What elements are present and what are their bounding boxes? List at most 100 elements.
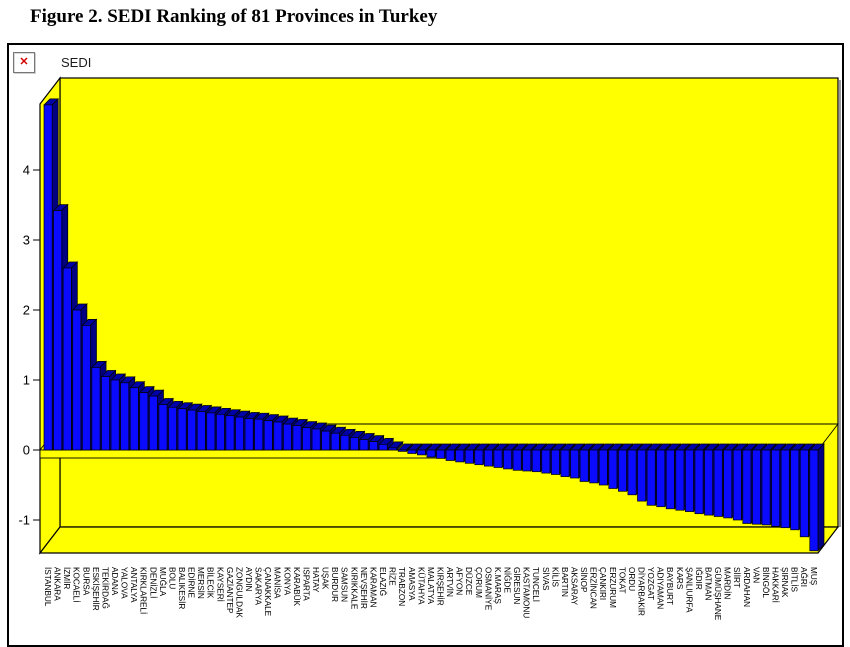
x-axis-category-label: OSMANİYE: [483, 567, 493, 611]
bar-front: [790, 449, 800, 531]
x-axis-category-label: SAKARYA: [254, 567, 263, 605]
bar-front: [206, 412, 216, 451]
x-axis-category-label: KARAMAN: [368, 567, 377, 608]
bar-front: [541, 449, 551, 474]
bar-front: [771, 449, 781, 527]
x-axis-category-label: UŞAK: [321, 567, 330, 590]
bar-front: [282, 423, 292, 451]
bar-front: [101, 376, 110, 451]
bar-front: [474, 449, 484, 466]
x-axis-category-label: ERZİNCAN: [589, 567, 599, 609]
x-axis-category-label: ANKARA: [53, 567, 62, 601]
red-x-glyph: ✕: [19, 56, 29, 68]
x-axis-category-label: SİİRT: [732, 567, 742, 588]
x-axis-category-label: ANTALYA: [129, 567, 138, 603]
x-axis-category-label: RİZE: [388, 567, 398, 586]
bar-front: [723, 449, 733, 519]
x-axis-category-label: HATAY: [311, 567, 320, 593]
y-axis-tick-label: 1: [23, 373, 30, 388]
bar-front: [503, 449, 513, 470]
x-axis-category-label: KIRKLARELİ: [139, 567, 149, 614]
bar-front: [215, 413, 225, 451]
x-axis-category-label: BOLU: [167, 567, 176, 589]
bar-front: [531, 449, 541, 473]
x-axis-category-label: BURSA: [81, 567, 90, 596]
x-axis-category-label: KARS: [675, 567, 684, 590]
bar-front: [43, 104, 53, 451]
x-axis-category-label: BİLECİK: [206, 567, 216, 599]
bar-front: [761, 449, 771, 526]
bar-side: [817, 443, 825, 552]
x-axis-category-label: AFYON: [455, 567, 464, 595]
y-axis-tick-label: 2: [23, 303, 30, 318]
bar-front: [158, 404, 168, 451]
bar-front: [694, 449, 704, 515]
x-axis-category-label: GİRESUN: [512, 567, 522, 604]
bar-front: [340, 434, 350, 451]
x-axis-category-label: KIRIKKALE: [349, 567, 358, 610]
bar-front: [254, 418, 264, 451]
bar-front: [244, 418, 254, 451]
x-axis-category-label: MUĞLA: [158, 567, 168, 597]
bar-front: [139, 392, 149, 451]
x-axis-category-label: KIRŞEHİR: [435, 567, 445, 606]
bar-front: [685, 449, 694, 512]
x-axis-category-label: AYDIN: [244, 567, 253, 592]
bar-front: [129, 387, 139, 451]
x-axis-category-label: ERZURUM: [608, 567, 617, 608]
x-axis-category-label: ÇORUM: [474, 567, 483, 598]
bar-front: [81, 325, 91, 451]
x-axis-category-label: NİĞDE: [502, 567, 512, 593]
x-axis-category-label: BİNGÖL: [761, 567, 771, 598]
y-axis-tick-label: 0: [23, 443, 30, 458]
x-axis-category-label: ELAZIĞ: [378, 567, 388, 596]
y-axis-tick-label: -1: [18, 513, 30, 528]
figure-title: Figure 2. SEDI Ranking of 81 Provinces i…: [30, 6, 438, 27]
bar-front: [713, 449, 723, 517]
bar-front: [359, 439, 369, 451]
bar-front: [742, 449, 752, 524]
bar-front: [627, 449, 637, 496]
x-axis-category-label: İSTANBUL: [43, 567, 53, 607]
bar-front: [617, 449, 627, 492]
x-axis-category-label: İZMİR: [62, 567, 72, 589]
x-axis-category-label: VAN: [751, 567, 760, 583]
x-axis-category-label: ORDU: [627, 567, 636, 591]
x-axis-category-label: IĞDIR: [694, 567, 704, 590]
bar-front: [646, 449, 656, 506]
x-axis-category-label: ESKİŞEHİR: [91, 567, 101, 611]
y-axis-tick-label: 4: [23, 163, 30, 178]
bar-front: [732, 449, 742, 521]
x-axis-category-label: BALIKESİR: [177, 567, 187, 609]
x-axis-category-label: ADANA: [110, 567, 119, 596]
bar-front: [177, 408, 187, 451]
bar-front: [416, 449, 426, 456]
x-axis-category-label: HAKKARİ: [771, 567, 781, 603]
x-axis-category-label: DENİZLİ: [148, 567, 158, 598]
x-axis-category-label: MALATYA: [426, 567, 435, 605]
x-axis-category-label: K.MARAŞ: [493, 567, 502, 604]
bar-front: [483, 449, 493, 467]
x-axis-category-label: KİLİS: [550, 567, 560, 588]
bar-front: [570, 449, 580, 479]
bar-front: [349, 437, 359, 451]
bar-front: [589, 449, 599, 484]
bar-front: [388, 447, 398, 451]
x-axis-category-label: ÇANAKKALE: [263, 567, 272, 617]
x-axis-category-label: BARTIN: [560, 567, 569, 597]
bar-front: [436, 449, 446, 459]
x-axis-category-label: KOCAELİ: [72, 567, 82, 603]
bar-front: [53, 210, 63, 451]
x-axis-category-label: MARDİN: [723, 567, 733, 599]
x-axis-category-label: AKSARAY: [569, 567, 578, 606]
bar-front: [407, 449, 417, 454]
bar-front: [637, 449, 647, 502]
bar-front: [799, 449, 809, 538]
x-axis-category-label: EDİRNE: [187, 567, 197, 598]
bar-front: [311, 428, 321, 451]
bar-front: [608, 449, 618, 489]
bar-front: [225, 415, 235, 451]
x-axis-category-label: ISPARTA: [301, 567, 310, 601]
plot-floor: [38, 526, 840, 554]
bar-front: [196, 411, 206, 451]
